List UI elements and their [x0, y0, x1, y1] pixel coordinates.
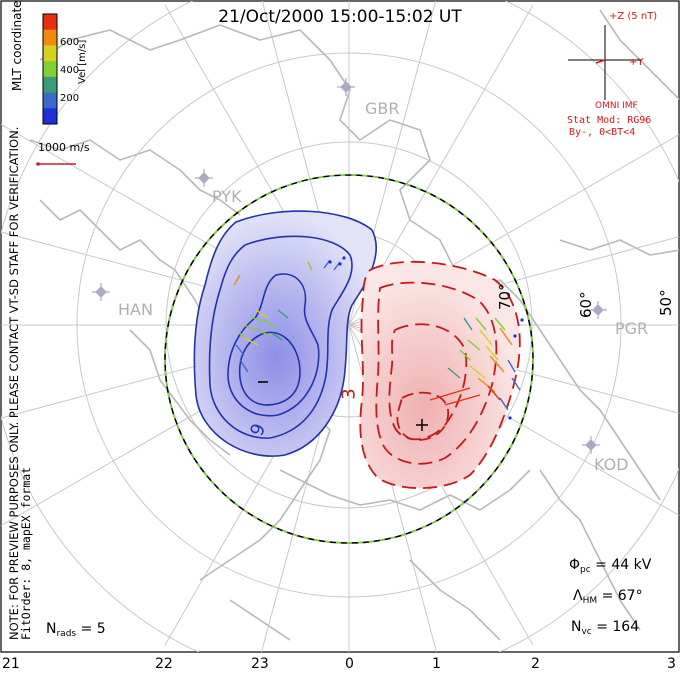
imf-source: OMNI IMF — [595, 101, 638, 111]
mlt-label-22: 22 — [155, 656, 173, 672]
stat-n-rads: Nrads = 5 — [46, 621, 106, 639]
mlt-label-2: 2 — [531, 656, 540, 672]
mlt-label-1: 1 — [432, 656, 441, 672]
coords-label: MLT coordinates — [10, 0, 24, 91]
colorbar-segment — [43, 61, 57, 78]
station-pyk: PYK — [212, 187, 242, 206]
lat-label-50: 50° — [657, 289, 675, 316]
colorbar-segment — [43, 45, 57, 62]
stat-n-vc: Nvc = 164 — [571, 619, 640, 637]
lat-label-70: 70° — [496, 283, 514, 310]
colorbar-segment — [43, 29, 57, 46]
mlt-label-23: 23 — [251, 656, 269, 672]
imf-dial — [568, 25, 642, 100]
colorbar-segment — [43, 14, 57, 31]
dusk-convection-cell — [193, 210, 377, 457]
stat-phi-pc: Φpc = 44 kV — [569, 557, 652, 575]
legend-tick-600: 600 — [60, 37, 80, 48]
station-pgr: PGR — [615, 319, 649, 338]
legend-tick-400: 400 — [60, 65, 80, 76]
mlt-label-3: 3 — [667, 656, 676, 672]
velocity-colorbar — [42, 13, 58, 125]
velocity-vectors — [233, 256, 524, 420]
station-han: HAN — [118, 300, 153, 319]
station-gbr: GBR — [365, 99, 400, 118]
imf-stat-mod: Stat Mod: RG96 — [567, 115, 652, 126]
imf-bz-label: +Z (5 nT) — [609, 11, 658, 22]
colorbar-segment — [43, 108, 57, 125]
fit-info: FitOrder: 8, mapEX format — [19, 466, 33, 640]
contour-label-dawn: 3 — [338, 388, 360, 400]
colorbar-segment — [43, 92, 57, 109]
scale-vector-label: 1000 m/s — [38, 141, 90, 154]
stat-lambda-hm: ΛHM = 67° — [573, 588, 643, 606]
plot-frame — [0, 0, 680, 653]
mlt-label-21: 21 — [2, 656, 20, 672]
map-title: 21/Oct/2000 15:00-15:02 UT — [218, 7, 462, 27]
scale-vector — [36, 162, 76, 166]
colorbar-border — [42, 13, 58, 125]
mlt-label-0: 0 — [345, 656, 354, 672]
dawn-convection-cell — [359, 261, 521, 490]
station-kod: KOD — [594, 455, 629, 474]
colorbar-segment — [43, 76, 57, 94]
imf-by-label: +Y — [629, 57, 644, 68]
imf-condition: By-, 0<BT<4 — [569, 127, 636, 138]
station-markers — [92, 78, 607, 454]
lat-label-60: 60° — [577, 291, 595, 318]
legend-tick-200: 200 — [60, 93, 80, 104]
